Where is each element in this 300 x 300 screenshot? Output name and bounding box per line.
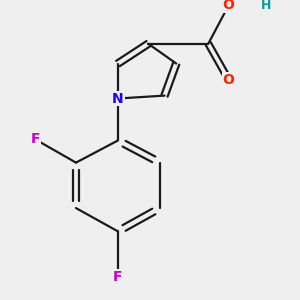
Text: N: N xyxy=(112,92,124,106)
Text: O: O xyxy=(223,0,235,12)
Text: H: H xyxy=(261,0,272,12)
Text: F: F xyxy=(30,132,40,146)
Text: F: F xyxy=(113,270,123,284)
Text: O: O xyxy=(223,73,235,87)
